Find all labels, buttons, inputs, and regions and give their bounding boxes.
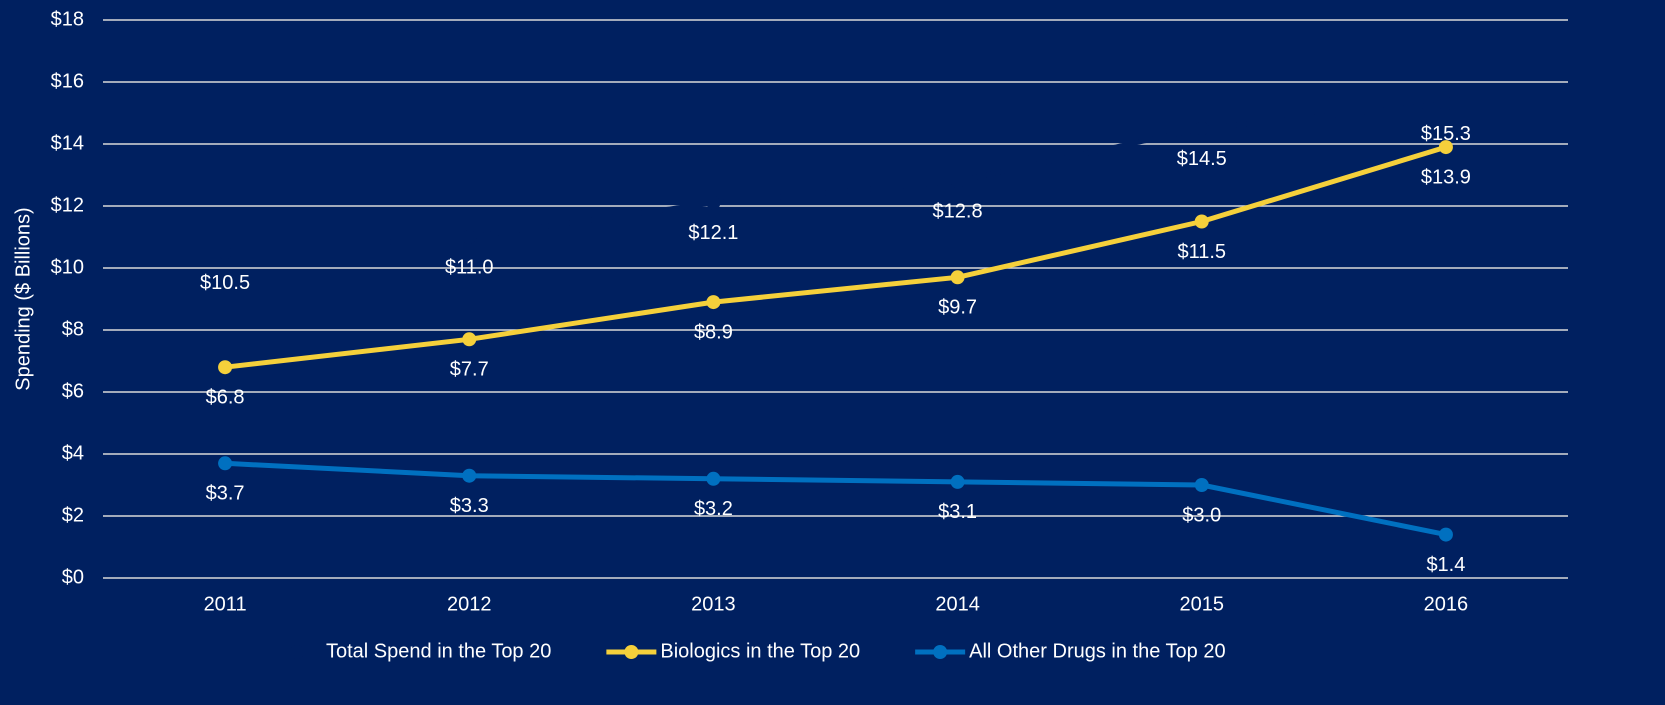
y-tick-label: $12: [51, 194, 84, 216]
data-label: $1.4: [1426, 554, 1465, 576]
data-point: [462, 332, 477, 347]
series-line: [224, 101, 1447, 255]
series-line: [224, 144, 1447, 370]
legend-marker-dot: [290, 645, 304, 659]
y-tick-label: $4: [62, 442, 84, 464]
data-label: $3.1: [938, 501, 977, 523]
data-label: $11.0: [445, 256, 494, 278]
data-label: $11.5: [1177, 241, 1226, 263]
legend-marker-dot: [933, 645, 948, 659]
data-label: $12.1: [688, 222, 738, 244]
legend-label: Total Spend in the Top 20: [326, 640, 551, 662]
data-label: $3.0: [1182, 504, 1221, 526]
y-tick-label: $14: [51, 132, 84, 154]
data-point: [462, 230, 477, 244]
legend-marker-dot: [624, 645, 639, 659]
y-tick-label: $16: [51, 70, 84, 92]
data-point: [218, 360, 233, 375]
data-point: [218, 245, 233, 260]
data-point: [1438, 96, 1453, 111]
data-label: $3.2: [694, 498, 733, 520]
data-point: [1438, 140, 1453, 155]
data-point: [950, 270, 965, 285]
data-label: $3.3: [450, 495, 489, 517]
data-label: $15.3: [1421, 123, 1471, 145]
data-point: [1194, 121, 1209, 136]
data-label: $13.9: [1421, 166, 1471, 188]
data-point: [1194, 214, 1209, 229]
data-label: $9.7: [938, 297, 977, 319]
x-tick-label: 2014: [935, 593, 980, 615]
x-tick-label: 2015: [1180, 593, 1225, 615]
x-tick-label: 2016: [1424, 593, 1469, 615]
x-tick-label: 2012: [447, 593, 492, 615]
y-tick-label: $0: [62, 566, 84, 588]
data-point: [706, 295, 721, 310]
series-line: [224, 460, 1447, 538]
legend-label: Biologics in the Top 20: [660, 640, 860, 662]
x-tick-label: 2011: [204, 593, 247, 615]
data-label: $12.8: [933, 200, 983, 222]
data-label: $7.7: [450, 359, 489, 381]
data-label: $3.7: [206, 483, 245, 505]
data-label: $14.5: [1177, 148, 1227, 170]
y-tick-label: $2: [62, 504, 84, 526]
data-label: $10.5: [200, 272, 250, 294]
data-point: [1194, 478, 1209, 492]
data-point: [1438, 527, 1453, 542]
data-label: $8.9: [694, 321, 733, 343]
data-label: $6.8: [206, 386, 245, 408]
y-tick-label: $8: [62, 318, 84, 340]
y-tick-label: $18: [51, 8, 84, 30]
x-tick-label: 2013: [691, 593, 736, 615]
data-point: [950, 174, 965, 189]
legend-label: All Other Drugs in the Top 20: [969, 640, 1225, 662]
data-point: [218, 456, 233, 471]
y-tick-label: $10: [51, 256, 84, 278]
y-axis-label: Spending ($ Billions): [12, 207, 34, 390]
y-tick-label: $6: [62, 380, 84, 402]
data-point: [462, 468, 477, 483]
data-point: [706, 471, 721, 486]
data-point: [706, 195, 721, 210]
data-point: [950, 474, 965, 489]
